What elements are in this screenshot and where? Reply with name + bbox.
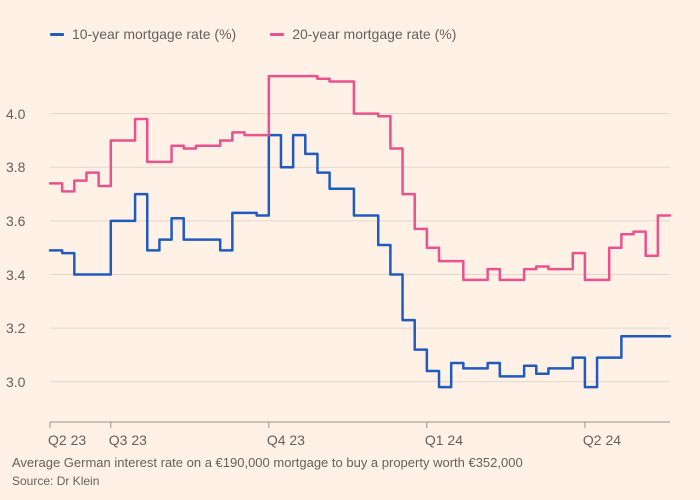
mortgage-rate-chart: 10-year mortgage rate (%) 20-year mortgag…: [0, 0, 700, 500]
legend-item: 20-year mortgage rate (%): [270, 26, 456, 42]
y-tick-label: 3.6: [6, 213, 46, 229]
series-lines: [50, 76, 670, 387]
x-tick-label: Q1 24: [425, 432, 463, 448]
chart-caption: Average German interest rate on a €190,0…: [12, 455, 523, 470]
y-tick-label: 3.8: [6, 159, 46, 175]
y-tick-label: 4.0: [6, 106, 46, 122]
y-tick-label: 3.0: [6, 374, 46, 390]
gridlines: [50, 114, 670, 382]
x-tick-label: Q2 23: [48, 432, 86, 448]
legend-swatch: [50, 33, 64, 36]
legend-swatch: [270, 33, 284, 36]
plot-area: 3.03.23.43.63.84.0Q2 23Q3 23Q4 23Q1 24Q2…: [50, 60, 670, 422]
y-tick-label: 3.2: [6, 320, 46, 336]
chart-source: Source: Dr Klein: [12, 474, 99, 488]
legend: 10-year mortgage rate (%) 20-year mortgag…: [50, 26, 456, 42]
legend-item: 10-year mortgage rate (%): [50, 26, 236, 42]
series-10-year: [50, 135, 670, 387]
legend-label: 20-year mortgage rate (%): [292, 26, 456, 42]
legend-label: 10-year mortgage rate (%): [72, 26, 236, 42]
chart-svg: [50, 60, 670, 422]
series-20-year: [50, 76, 670, 280]
y-tick-label: 3.4: [6, 267, 46, 283]
x-tick-label: Q3 23: [109, 432, 147, 448]
x-tick-marks: [50, 422, 585, 428]
x-tick-label: Q2 24: [583, 432, 621, 448]
x-tick-label: Q4 23: [267, 432, 305, 448]
